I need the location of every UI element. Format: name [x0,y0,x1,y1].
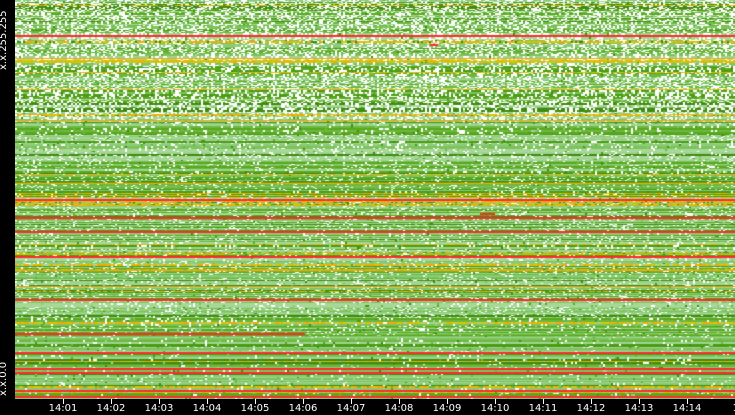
x-tick [111,399,112,404]
x-tick-label: 14:13 [624,403,654,414]
y-axis: x.x.255.255 x.x.0.0 [0,0,15,399]
x-tick [687,399,688,404]
x-tick [399,399,400,404]
x-tick-label: 14:08 [384,403,414,414]
x-tick [543,399,544,404]
x-tick-label: 14:01 [48,403,78,414]
x-tick [63,399,64,404]
x-tick-label: 14 [733,403,735,414]
x-tick-label: 14:09 [432,403,462,414]
x-tick [207,399,208,404]
y-label-bottom: x.x.0.0 [0,361,9,396]
x-axis: 14:01 14:02 14:03 14:04 14:05 14:06 14:07 14:08… [0,399,735,415]
x-tick-label: 14:02 [96,403,126,414]
x-tick [351,399,352,404]
x-tick-label: 14:14 [672,403,702,414]
x-tick-label: 14:11 [528,403,558,414]
x-tick-label: 14:03 [144,403,174,414]
x-tick-label: 14:07 [336,403,366,414]
x-tick [255,399,256,404]
x-tick-label: 14:12 [576,403,606,414]
x-tick-label: 14:06 [288,403,318,414]
x-tick [591,399,592,404]
x-tick-label: 14:10 [480,403,510,414]
heatmap-canvas [15,0,735,399]
x-tick [447,399,448,404]
x-tick [639,399,640,404]
x-tick-label: 14:05 [240,403,270,414]
x-tick [159,399,160,404]
x-tick [303,399,304,404]
y-label-top: x.x.255.255 [0,10,9,70]
x-tick-label: 14:04 [192,403,222,414]
x-tick [495,399,496,404]
